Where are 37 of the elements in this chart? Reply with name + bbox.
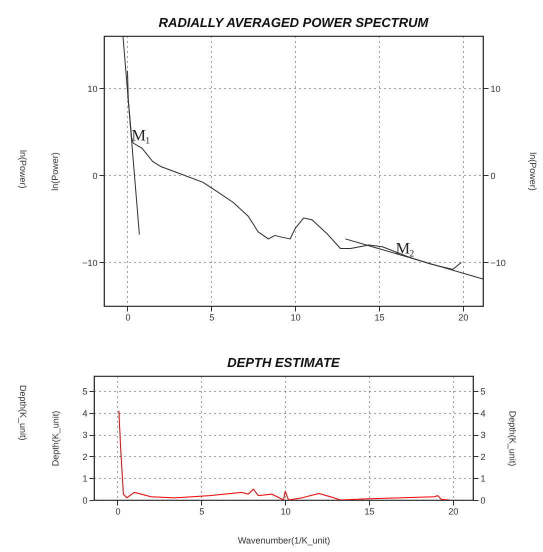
y2-tick-label: 0 [480, 496, 486, 506]
x-tick-label: 20 [458, 312, 468, 322]
y-tick-label: 0 [92, 170, 98, 181]
y2-tick-label: 0 [490, 170, 496, 181]
x-tick-label: 20 [448, 506, 458, 516]
x-tick-label: 10 [280, 506, 291, 516]
chart-title: RADIALLY AVERAGED POWER SPECTRUM [158, 15, 430, 30]
y2-tick-label: 1 [480, 474, 486, 484]
chart-title: DEPTH ESTIMATE [227, 355, 340, 370]
x-tick-label: 0 [125, 312, 130, 322]
y2-tick-label: −10 [490, 258, 506, 268]
text: ln(Power) [18, 150, 28, 189]
y2-tick-label: 2 [480, 452, 486, 462]
x-axis-title: Wavenumber(1/K_unit) [238, 536, 330, 546]
x-tick-label: 15 [374, 312, 385, 322]
y-axis-title: ln(Power) [50, 152, 60, 191]
y2-axis-title: ln(Power) [528, 152, 538, 191]
y-tick-label: 1 [82, 474, 88, 484]
x-tick-label: 15 [364, 506, 375, 516]
y-tick-label: 0 [82, 496, 88, 506]
y2-tick-label: 4 [480, 408, 486, 418]
y2-tick-label: 10 [490, 84, 501, 94]
x-tick-label: 0 [115, 506, 120, 516]
y-axis-title: Depth(K_unit) [50, 410, 60, 466]
text: Depth(K_unit) [18, 385, 28, 441]
y-tick-label: 3 [82, 430, 88, 440]
x-tick-label: 5 [199, 506, 204, 516]
y2-tick-label: 3 [480, 430, 486, 440]
x-tick-label: 10 [290, 312, 301, 322]
y-tick-label: 4 [82, 408, 88, 418]
y2-axis-title: Depth(K_unit) [508, 410, 518, 466]
y2-tick-label: 5 [480, 386, 486, 397]
y-tick-label: −10 [82, 258, 98, 268]
x-tick-label: 5 [209, 312, 214, 322]
y-tick-label: 5 [82, 386, 88, 397]
y-tick-label: 10 [87, 84, 98, 94]
y-tick-label: 2 [82, 452, 88, 462]
